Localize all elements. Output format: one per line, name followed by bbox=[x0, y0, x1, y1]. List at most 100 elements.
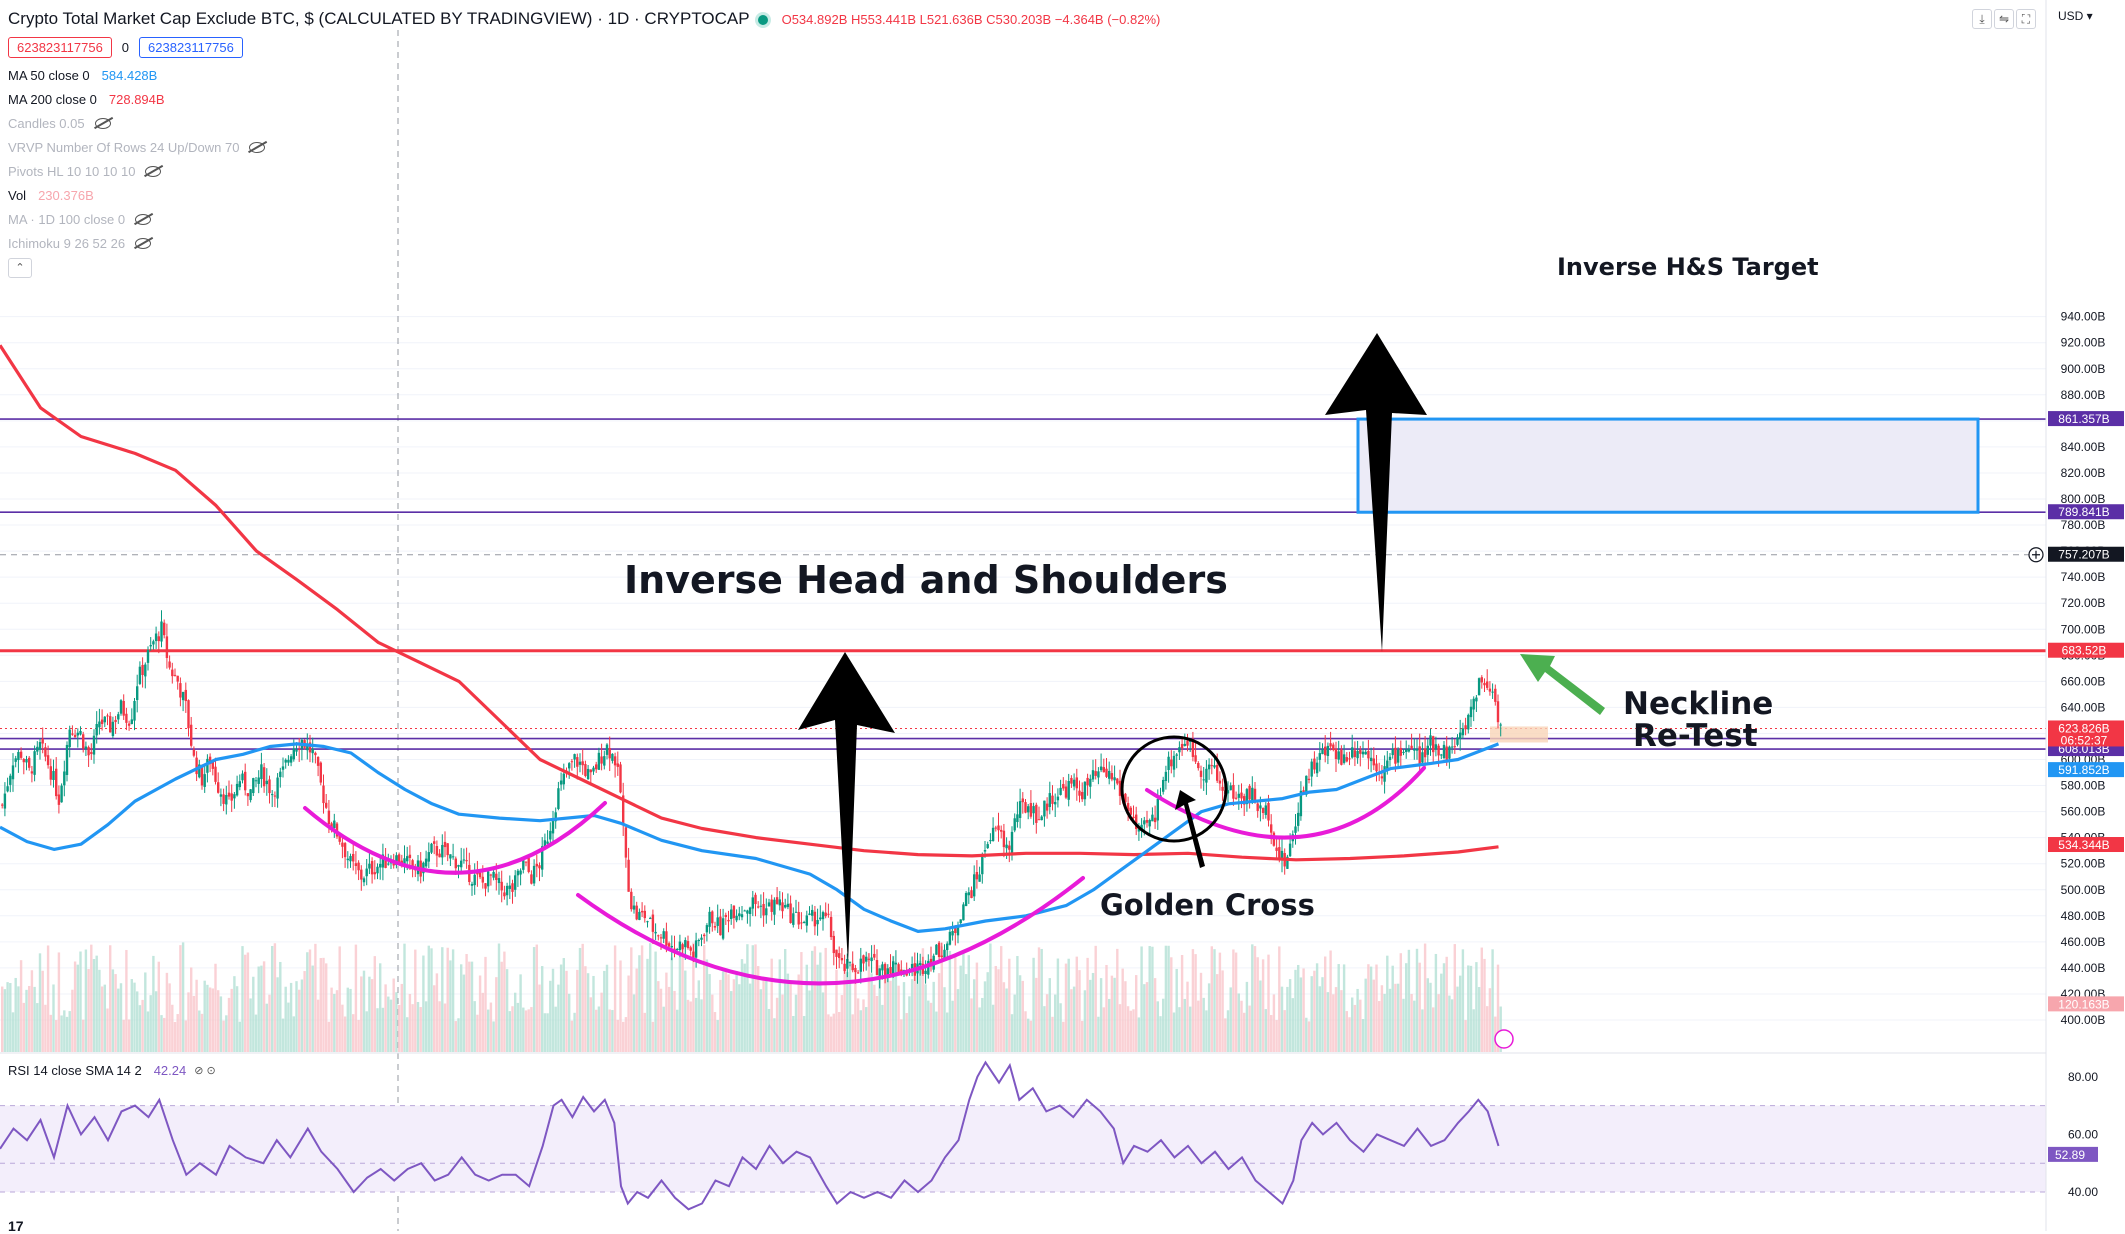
candle-body bbox=[427, 852, 430, 862]
volume-bar bbox=[829, 1016, 833, 1052]
volume-bar bbox=[476, 1014, 479, 1052]
candle-body bbox=[1083, 781, 1087, 800]
volume-bar bbox=[973, 979, 976, 1052]
volume-bar bbox=[41, 970, 44, 1052]
volume-bar bbox=[616, 1019, 619, 1052]
hidden-eye-icon[interactable] bbox=[249, 142, 266, 153]
volume-bar bbox=[1278, 946, 1281, 1052]
volume-bar bbox=[824, 947, 827, 1052]
candle-body bbox=[451, 856, 455, 858]
candle-body bbox=[1099, 766, 1103, 771]
symbol-title[interactable]: Crypto Total Market Cap Exclude BTC, $ (… bbox=[8, 9, 750, 28]
candle-body bbox=[146, 650, 150, 663]
volume-bar bbox=[1097, 1016, 1100, 1052]
volume-bar bbox=[889, 980, 892, 1052]
volume-bar bbox=[538, 984, 541, 1052]
volume-bar bbox=[287, 1002, 290, 1052]
compare-icon[interactable]: ⇋ bbox=[1994, 9, 2014, 29]
volume-bar bbox=[60, 1015, 63, 1052]
volume-bar bbox=[1426, 978, 1429, 1052]
indicator-row[interactable]: MA 200 close 0 728.894B bbox=[8, 92, 165, 107]
candle-body bbox=[1342, 754, 1346, 763]
currency-select[interactable]: USD ▾ bbox=[2058, 9, 2093, 23]
candle-body bbox=[381, 854, 385, 868]
volume-bar bbox=[1059, 1003, 1062, 1052]
candle-body bbox=[295, 749, 298, 752]
volume-bar bbox=[146, 1011, 150, 1052]
volume-bar bbox=[611, 1010, 614, 1052]
volume-bar bbox=[1356, 988, 1359, 1052]
volume-bar bbox=[1121, 968, 1124, 1052]
hidden-eye-icon[interactable] bbox=[94, 118, 111, 129]
candle-body bbox=[1326, 745, 1330, 757]
volume-bar bbox=[1072, 986, 1076, 1052]
indicator-row[interactable]: VRVP Number Of Rows 24 Up/Down 70 bbox=[8, 140, 266, 155]
candle-body bbox=[433, 841, 436, 844]
candle-body bbox=[1183, 743, 1186, 746]
indicator-row[interactable]: MA · 1D 100 close 0 bbox=[8, 212, 152, 227]
volume-bar bbox=[1029, 1020, 1033, 1052]
candle-body bbox=[1472, 698, 1475, 710]
volume-bar bbox=[730, 991, 733, 1052]
candle-body bbox=[73, 734, 77, 738]
candle-body bbox=[160, 621, 163, 642]
sell-value-box[interactable]: 623823117756 bbox=[8, 37, 112, 58]
rsi-settings-icon[interactable]: ⊘ ⊙ bbox=[194, 1065, 216, 1077]
candle-body bbox=[376, 866, 379, 874]
indicator-row[interactable]: Candles 0.05 bbox=[8, 116, 111, 131]
price-tick-label: 800.00B bbox=[2061, 492, 2106, 506]
volume-bar bbox=[503, 951, 506, 1052]
volume-bar bbox=[1261, 959, 1265, 1052]
candle-body bbox=[775, 897, 779, 905]
hidden-eye-icon[interactable] bbox=[145, 166, 162, 177]
fullscreen-icon[interactable]: ⛶ bbox=[2016, 9, 2036, 29]
volume-bar bbox=[1194, 954, 1197, 1052]
price-tick-label: 500.00B bbox=[2061, 883, 2106, 897]
indicator-row[interactable]: Pivots HL 10 10 10 10 bbox=[8, 164, 162, 179]
hidden-eye-icon[interactable] bbox=[135, 214, 152, 225]
buy-value-box[interactable]: 623823117756 bbox=[139, 37, 243, 58]
candle-body bbox=[144, 664, 147, 677]
candle-body bbox=[743, 910, 746, 912]
candle-body bbox=[71, 733, 74, 735]
hidden-eye-icon[interactable] bbox=[135, 238, 152, 249]
volume-bar bbox=[1251, 944, 1254, 1052]
collapse-legend-icon[interactable]: ⌃ bbox=[8, 258, 32, 278]
volume-bar bbox=[298, 989, 301, 1052]
candle-body bbox=[1081, 792, 1084, 800]
candle-body bbox=[651, 914, 655, 932]
volume-bar bbox=[873, 984, 876, 1052]
volume-bar bbox=[603, 970, 606, 1052]
candle-body bbox=[1353, 750, 1357, 758]
candle-body bbox=[875, 960, 879, 976]
volume-bar bbox=[441, 947, 444, 1052]
candle-body bbox=[654, 931, 657, 934]
candle-body bbox=[406, 856, 409, 862]
candle-body bbox=[262, 767, 266, 787]
volume-bar bbox=[1027, 1018, 1030, 1052]
candle-body bbox=[1124, 793, 1127, 803]
candle-body bbox=[568, 763, 571, 769]
indicator-row[interactable]: Vol 230.376B bbox=[8, 188, 94, 203]
volume-bar bbox=[1167, 945, 1170, 1052]
volume-bar bbox=[921, 948, 925, 1052]
candle-body bbox=[352, 853, 355, 862]
volume-bar bbox=[9, 983, 12, 1052]
volume-bar bbox=[1469, 965, 1473, 1052]
volume-bar bbox=[851, 1014, 854, 1052]
volume-bar bbox=[929, 1002, 933, 1052]
volume-bar bbox=[1418, 962, 1421, 1052]
scroll-down-icon[interactable]: ⤓ bbox=[1972, 9, 1992, 29]
candle-body bbox=[1002, 830, 1006, 848]
volume-bar bbox=[1253, 946, 1257, 1052]
candle-body bbox=[1288, 843, 1292, 857]
indicator-row[interactable]: MA 50 close 0 584.428B bbox=[8, 68, 157, 83]
rsi-label[interactable]: RSI 14 close SMA 14 2 bbox=[8, 1063, 142, 1078]
lightning-icon[interactable] bbox=[1494, 1029, 1514, 1049]
candle-body bbox=[343, 843, 347, 858]
retest-arrow bbox=[1520, 654, 1605, 715]
indicator-row[interactable]: Ichimoku 9 26 52 26 bbox=[8, 236, 152, 251]
volume-bar bbox=[1118, 1004, 1122, 1052]
volume-bar bbox=[865, 1007, 868, 1052]
